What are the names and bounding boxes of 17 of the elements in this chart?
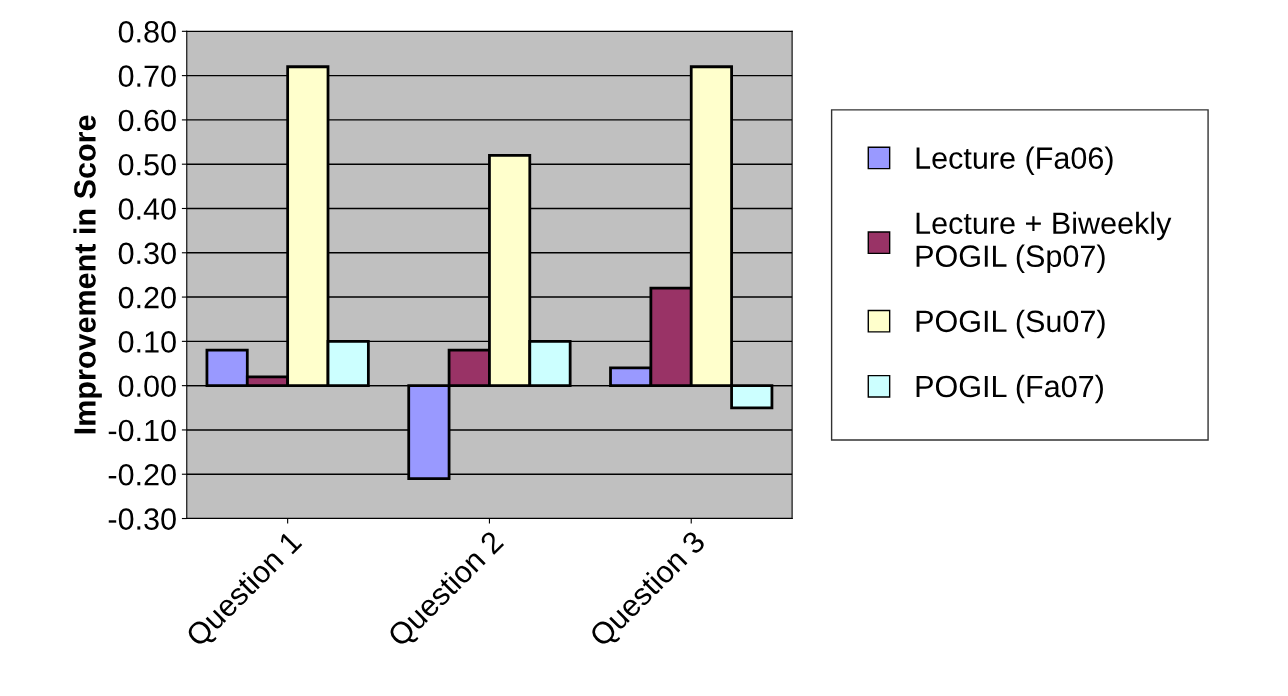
y-tick-label: 0.40 [118,198,176,220]
y-tick-label: 0.80 [118,21,176,43]
legend-label: Lecture + Biweekly POGIL (Sp07) [916,211,1172,274]
y-tick-label: -0.30 [108,508,176,530]
y-axis-title: Improvement in Score [73,115,102,434]
y-tick-label: 0.10 [118,331,176,353]
y-tick-label: -0.10 [108,419,176,442]
y-tick-label: 0.30 [118,242,176,265]
y-tick-label: 0.70 [118,65,176,87]
y-tick-label: 0.60 [118,109,176,132]
y-tick-label: 0.50 [118,153,176,176]
legend-label: Lecture (Fa06) [916,146,1113,175]
y-tick-label: 0.20 [118,286,176,309]
y-tick-label: 0.00 [118,375,176,398]
y-tick-label: -0.20 [108,463,176,486]
legend-label: POGIL (Fa07) [916,374,1103,404]
legend-label: POGIL (Su07) [916,309,1105,339]
